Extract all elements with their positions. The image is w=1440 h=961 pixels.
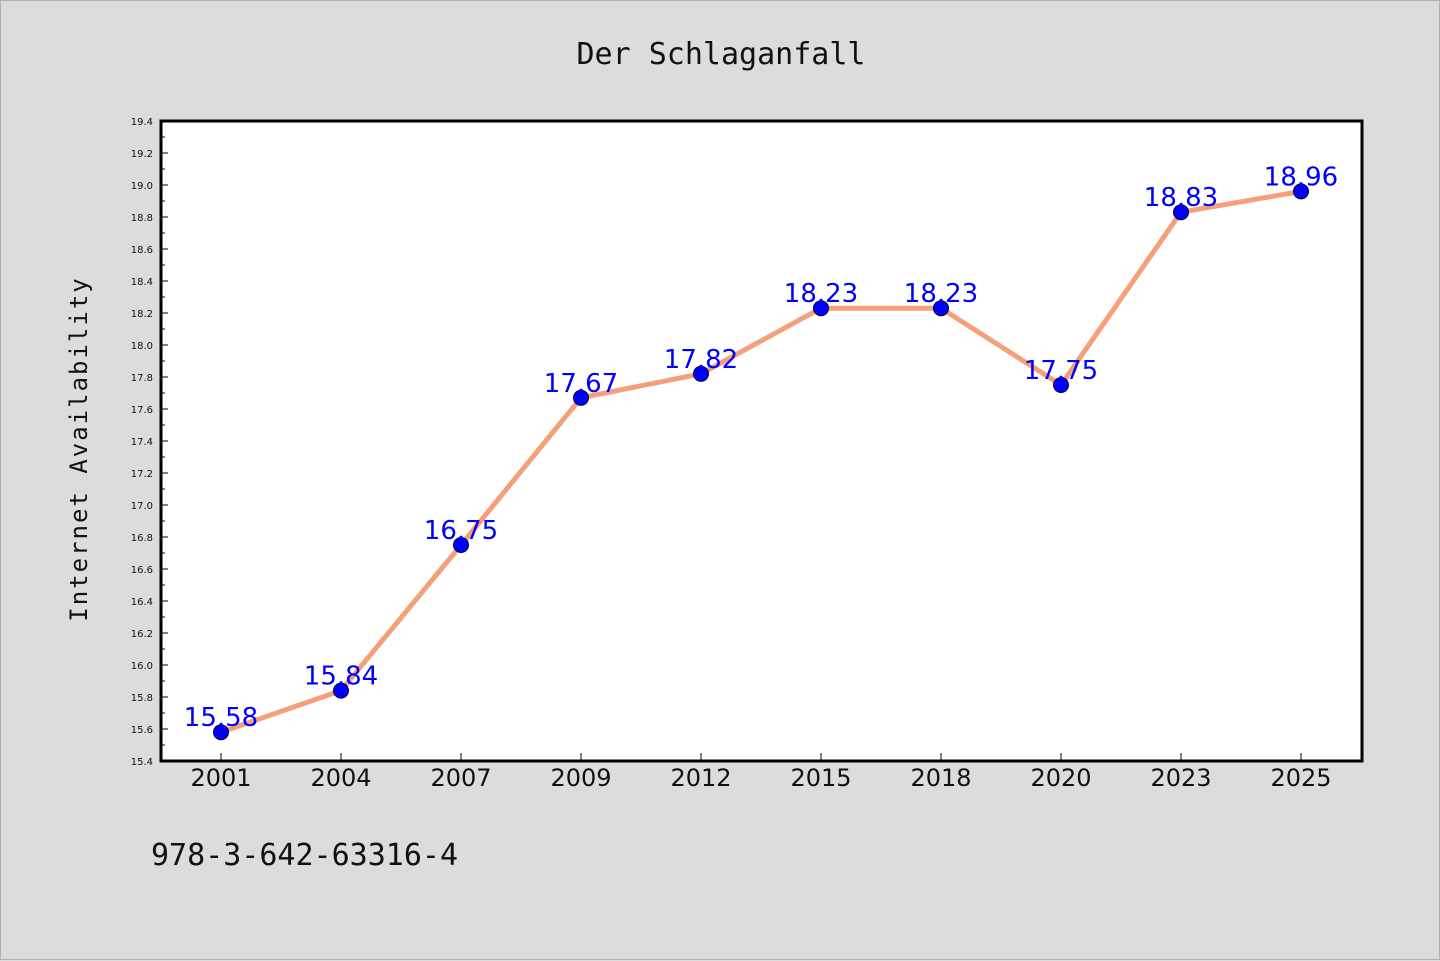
y-tick-label: 16.6 bbox=[131, 565, 153, 576]
x-tick-label: 2007 bbox=[430, 764, 491, 792]
y-tick-label: 18.8 bbox=[131, 213, 153, 224]
data-point bbox=[333, 682, 349, 699]
y-tick-label: 15.6 bbox=[131, 725, 153, 736]
y-tick-label: 17.4 bbox=[131, 437, 153, 448]
y-tick-label: 15.4 bbox=[131, 757, 153, 768]
data-label: 17.82 bbox=[664, 345, 738, 375]
x-tick-label: 2004 bbox=[310, 764, 371, 792]
y-tick-label: 19.0 bbox=[131, 181, 153, 192]
data-label: 15.58 bbox=[184, 703, 258, 733]
y-tick-label: 16.8 bbox=[131, 533, 153, 544]
x-tick-label: 2025 bbox=[1270, 764, 1331, 792]
x-tick-label: 2020 bbox=[1030, 764, 1091, 792]
data-point bbox=[573, 389, 589, 406]
y-tick-label: 17.0 bbox=[131, 501, 153, 512]
x-tick-label: 2015 bbox=[790, 764, 851, 792]
data-point bbox=[213, 724, 229, 741]
data-label: 17.75 bbox=[1024, 356, 1098, 386]
y-tick-label: 17.8 bbox=[131, 373, 153, 384]
y-tick-label: 19.4 bbox=[131, 117, 153, 128]
data-label: 15.84 bbox=[304, 662, 378, 692]
data-label: 18.83 bbox=[1144, 183, 1218, 213]
y-tick-label: 16.2 bbox=[131, 629, 153, 640]
y-tick-label: 19.2 bbox=[131, 149, 153, 160]
y-tick-label: 17.2 bbox=[131, 469, 153, 480]
y-tick-label: 15.8 bbox=[131, 693, 153, 704]
data-point bbox=[1293, 183, 1309, 200]
data-point bbox=[1173, 204, 1189, 221]
data-label: 18.23 bbox=[904, 279, 978, 309]
y-tick-label: 18.2 bbox=[131, 309, 153, 320]
plot-area bbox=[159, 119, 1364, 763]
data-point bbox=[1053, 377, 1069, 393]
y-tick-label: 16.0 bbox=[131, 661, 153, 672]
y-tick-label: 18.4 bbox=[131, 277, 153, 288]
y-tick-label: 16.4 bbox=[131, 597, 153, 608]
y-axis: 15.4 15.6 15.8 16.0 16.2 16.4 16.6 16.8 17.0 17.2… bbox=[131, 117, 168, 768]
data-point bbox=[453, 537, 469, 553]
y-axis-label: Internet Availability bbox=[65, 276, 93, 621]
x-tick-label: 2018 bbox=[910, 764, 971, 792]
data-label: 17.67 bbox=[544, 369, 618, 399]
y-tick-label: 18.6 bbox=[131, 245, 153, 256]
data-series: 15.58 15.84 16.75 17.67 17.82 18.23 18.23 17.75… bbox=[184, 162, 1338, 741]
data-label: 18.96 bbox=[1264, 162, 1338, 192]
x-tick-label: 2023 bbox=[1150, 764, 1211, 792]
x-axis: 2001 2004 2007 2009 2012 2015 2018 2020 2023 2025 bbox=[190, 753, 1332, 792]
x-tick-label: 2012 bbox=[670, 764, 731, 792]
data-label: 16.75 bbox=[424, 516, 498, 546]
isbn-footer: 978-3-642-63316-4 bbox=[151, 838, 458, 873]
x-tick-label: 2009 bbox=[550, 764, 611, 792]
series-line bbox=[218, 188, 1304, 735]
data-point bbox=[813, 300, 829, 317]
y-tick-label: 18.0 bbox=[131, 341, 153, 352]
data-point bbox=[933, 300, 949, 317]
y-tick-label: 17.6 bbox=[131, 405, 153, 416]
chart-title: Der Schlaganfall bbox=[577, 37, 866, 72]
data-point bbox=[693, 365, 709, 382]
x-tick-label: 2001 bbox=[190, 764, 251, 792]
data-label: 18.23 bbox=[784, 279, 858, 309]
